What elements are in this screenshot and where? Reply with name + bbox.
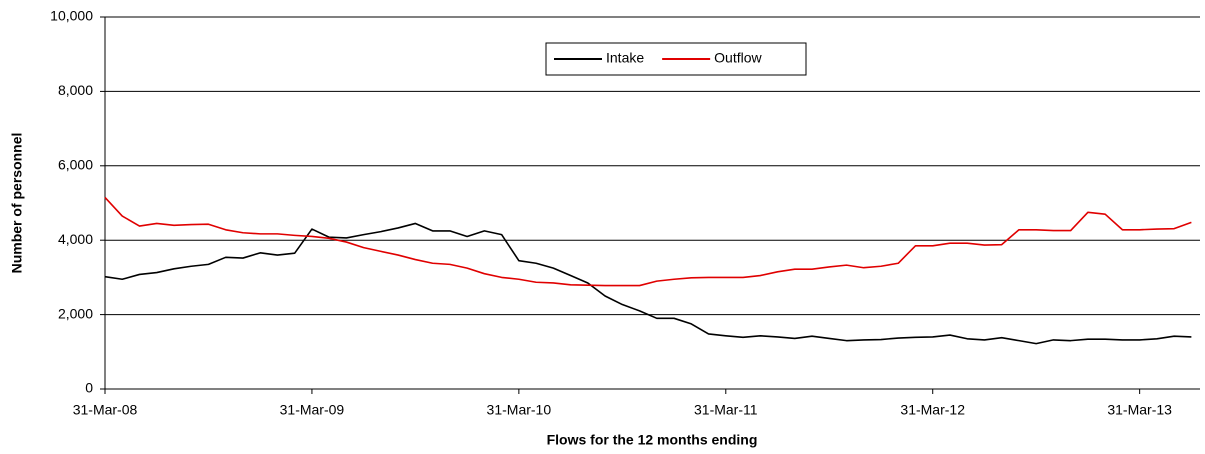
y-tick-label: 8,000 <box>58 82 93 98</box>
x-axis-title: Flows for the 12 months ending <box>547 432 758 448</box>
x-tick-label: 31-Mar-09 <box>280 402 345 418</box>
x-tick-label: 31-Mar-13 <box>1107 402 1172 418</box>
y-tick-label: 2,000 <box>58 305 93 321</box>
y-axis-title: Number of personnel <box>9 133 25 274</box>
y-tick-label: 6,000 <box>58 157 93 173</box>
x-tick-label: 31-Mar-12 <box>900 402 965 418</box>
legend: Intake Outflow <box>545 42 807 76</box>
x-tick-label: 31-Mar-10 <box>487 402 552 418</box>
line-series <box>104 222 1192 345</box>
y-tick-label: 0 <box>85 380 93 396</box>
y-tick-label: 4,000 <box>58 231 93 247</box>
legend-label: Outflow <box>714 50 762 66</box>
y-tick-label: 10,000 <box>50 8 93 24</box>
x-tick-label: 31-Mar-11 <box>694 402 758 418</box>
x-tick-label: 31-Mar-08 <box>73 402 138 418</box>
legend-label: Intake <box>606 50 644 66</box>
line-series <box>104 196 1192 287</box>
